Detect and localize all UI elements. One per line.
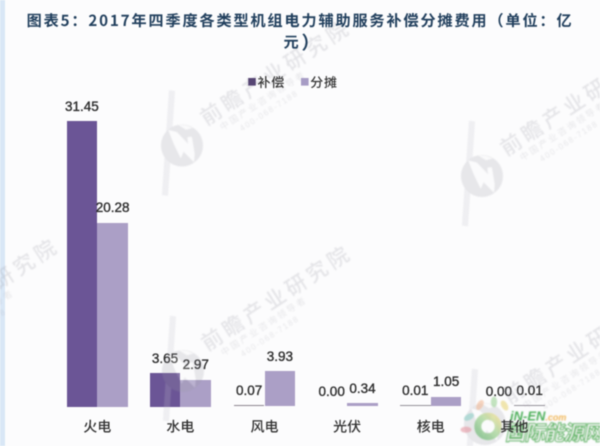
svg-text:400-068-7188: 400-068-7188 bbox=[538, 119, 600, 163]
svg-text:400-068-7188: 400-068-7188 bbox=[0, 307, 8, 351]
svg-text:400-068-7188: 400-068-7188 bbox=[541, 367, 600, 411]
svg-text:iN-EN.com: iN-EN.com bbox=[510, 409, 566, 424]
svg-text:400-068-7188: 400-068-7188 bbox=[239, 314, 301, 358]
svg-text:400-068-7188: 400-068-7188 bbox=[238, 89, 300, 133]
